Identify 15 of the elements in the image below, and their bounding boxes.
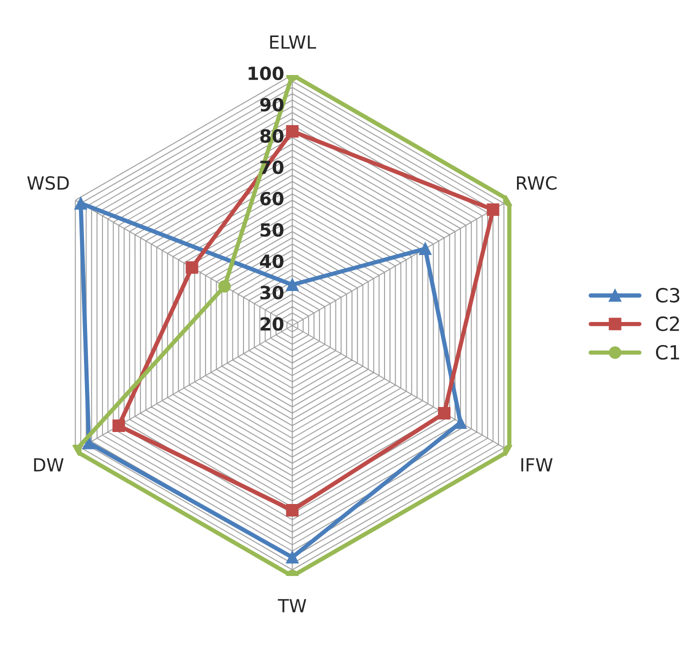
- y-tick-label: 20: [260, 317, 284, 331]
- y-tick-label: 60: [260, 192, 284, 206]
- spoke-label: RWC: [517, 176, 557, 190]
- spoke-label: DW: [34, 458, 64, 472]
- spoke-label: ELWL: [270, 36, 316, 49]
- legend-label: C2: [656, 316, 679, 332]
- legend-label: C1: [656, 344, 680, 360]
- y-tick-label: 40: [260, 254, 284, 268]
- y-tick-label: 100: [248, 66, 284, 80]
- legend-label: C3: [656, 288, 680, 303]
- spoke-label: IFW: [521, 458, 553, 472]
- y-tick-label: 50: [260, 223, 284, 237]
- y-tick-label: 30: [260, 286, 284, 300]
- spoke-label: WSD: [27, 176, 69, 190]
- spoke-label: TW: [278, 599, 306, 612]
